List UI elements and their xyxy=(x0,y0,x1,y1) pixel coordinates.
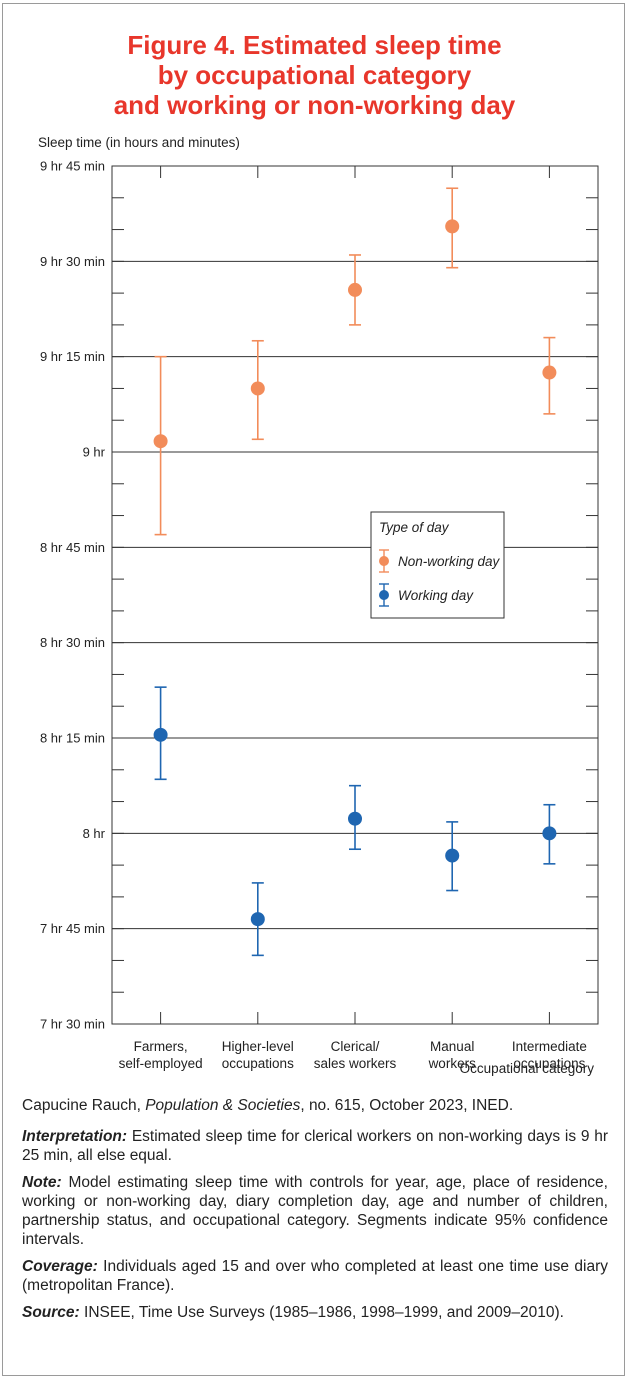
x-tick-label: Higher-level occupations xyxy=(222,1039,294,1071)
legend-marker xyxy=(379,556,389,566)
y-tick-label: 7 hr 30 min xyxy=(40,1017,105,1032)
coverage-label: Coverage: xyxy=(22,1258,98,1275)
data-marks xyxy=(153,187,557,957)
footer-notes: Capucine Rauch, Population & Societies, … xyxy=(22,1096,608,1330)
source-label: Source: xyxy=(22,1304,80,1321)
nonworking-point xyxy=(250,381,265,396)
nonworking-point xyxy=(445,219,460,234)
source-note: Source: INSEE, Time Use Surveys (1985–19… xyxy=(22,1303,608,1322)
working-point xyxy=(445,848,460,863)
coverage-text: Individuals aged 15 and over who complet… xyxy=(22,1258,608,1294)
interpretation-text: Estimated sleep time for clerical worker… xyxy=(22,1128,608,1164)
legend: Type of day Non-working day Working day xyxy=(370,511,505,619)
nonworking-point xyxy=(348,282,362,297)
coverage-note: Coverage: Individuals aged 15 and over w… xyxy=(22,1257,608,1295)
working-point xyxy=(348,811,362,826)
interpretation-label: Interpretation: xyxy=(22,1128,128,1145)
legend-label: Working day xyxy=(398,588,474,603)
x-tick-label: Manual workers xyxy=(428,1039,477,1071)
figure-frame xyxy=(2,3,625,1376)
x-tick-labels: Farmers, self-employed Higher-level occupat… xyxy=(119,1039,587,1071)
y-tick-label: 9 hr 45 min xyxy=(40,159,105,174)
y-tick-label: 8 hr 15 min xyxy=(40,731,105,746)
x-tick-label: Farmers, self-employed xyxy=(119,1039,203,1071)
legend-label: Non-working day xyxy=(398,554,501,569)
credit-journal: Population & Societies xyxy=(145,1097,301,1114)
y-tick-label: 8 hr 45 min xyxy=(40,540,105,555)
working-point xyxy=(542,826,557,841)
working-point xyxy=(153,727,168,742)
legend-marker xyxy=(379,590,389,600)
y-axis-label: Sleep time (in hours and minutes) xyxy=(38,135,240,150)
y-tick-labels: 7 hr 30 min 7 hr 45 min 8 hr 8 hr 15 min 8 h… xyxy=(40,159,106,1032)
title-line-2: by occupational category xyxy=(157,60,472,90)
title-line-1: Figure 4. Estimated sleep time xyxy=(127,30,502,60)
nonworking-point xyxy=(542,365,557,380)
credit-line: Capucine Rauch, Population & Societies, … xyxy=(22,1096,608,1115)
working-point xyxy=(250,912,265,927)
nonworking-point xyxy=(153,434,168,449)
interpretation-note: Interpretation: Estimated sleep time for… xyxy=(22,1127,608,1165)
plot-area xyxy=(111,165,599,1025)
credit-rest: , no. 615, October 2023, INED. xyxy=(300,1097,514,1114)
axis-ticks xyxy=(112,166,598,1024)
source-text: INSEE, Time Use Surveys (1985–1986, 1998… xyxy=(79,1304,564,1321)
y-tick-label: 8 hr xyxy=(83,826,106,841)
y-tick-label: 7 hr 45 min xyxy=(40,921,105,936)
title-line-3: and working or non-working day xyxy=(113,90,516,120)
y-tick-label: 9 hr 15 min xyxy=(40,349,105,364)
note-label: Note: xyxy=(22,1174,62,1191)
credit-author: Capucine Rauch, xyxy=(22,1097,146,1114)
x-tick-label: Clerical/sales workers xyxy=(314,1039,397,1071)
model-note: Note: Model estimating sleep time with c… xyxy=(22,1173,608,1249)
y-tick-label: 8 hr 30 min xyxy=(40,635,105,650)
y-tick-label: 9 hr xyxy=(83,445,106,460)
note-text: Model estimating sleep time with control… xyxy=(22,1174,608,1248)
legend-box xyxy=(370,511,505,619)
x-axis-label: Occupational category xyxy=(460,1061,595,1076)
sleep-chart: 7 hr 30 min 7 hr 45 min 8 hr 8 hr 15 min 8 h… xyxy=(38,135,599,1076)
legend-title: Type of day xyxy=(379,520,450,535)
x-tick-label: Intermediate occupations xyxy=(512,1039,587,1071)
figure-title: Figure 4. Estimated sleep time by occupa… xyxy=(0,30,629,120)
y-tick-label: 9 hr 30 min xyxy=(40,254,105,269)
